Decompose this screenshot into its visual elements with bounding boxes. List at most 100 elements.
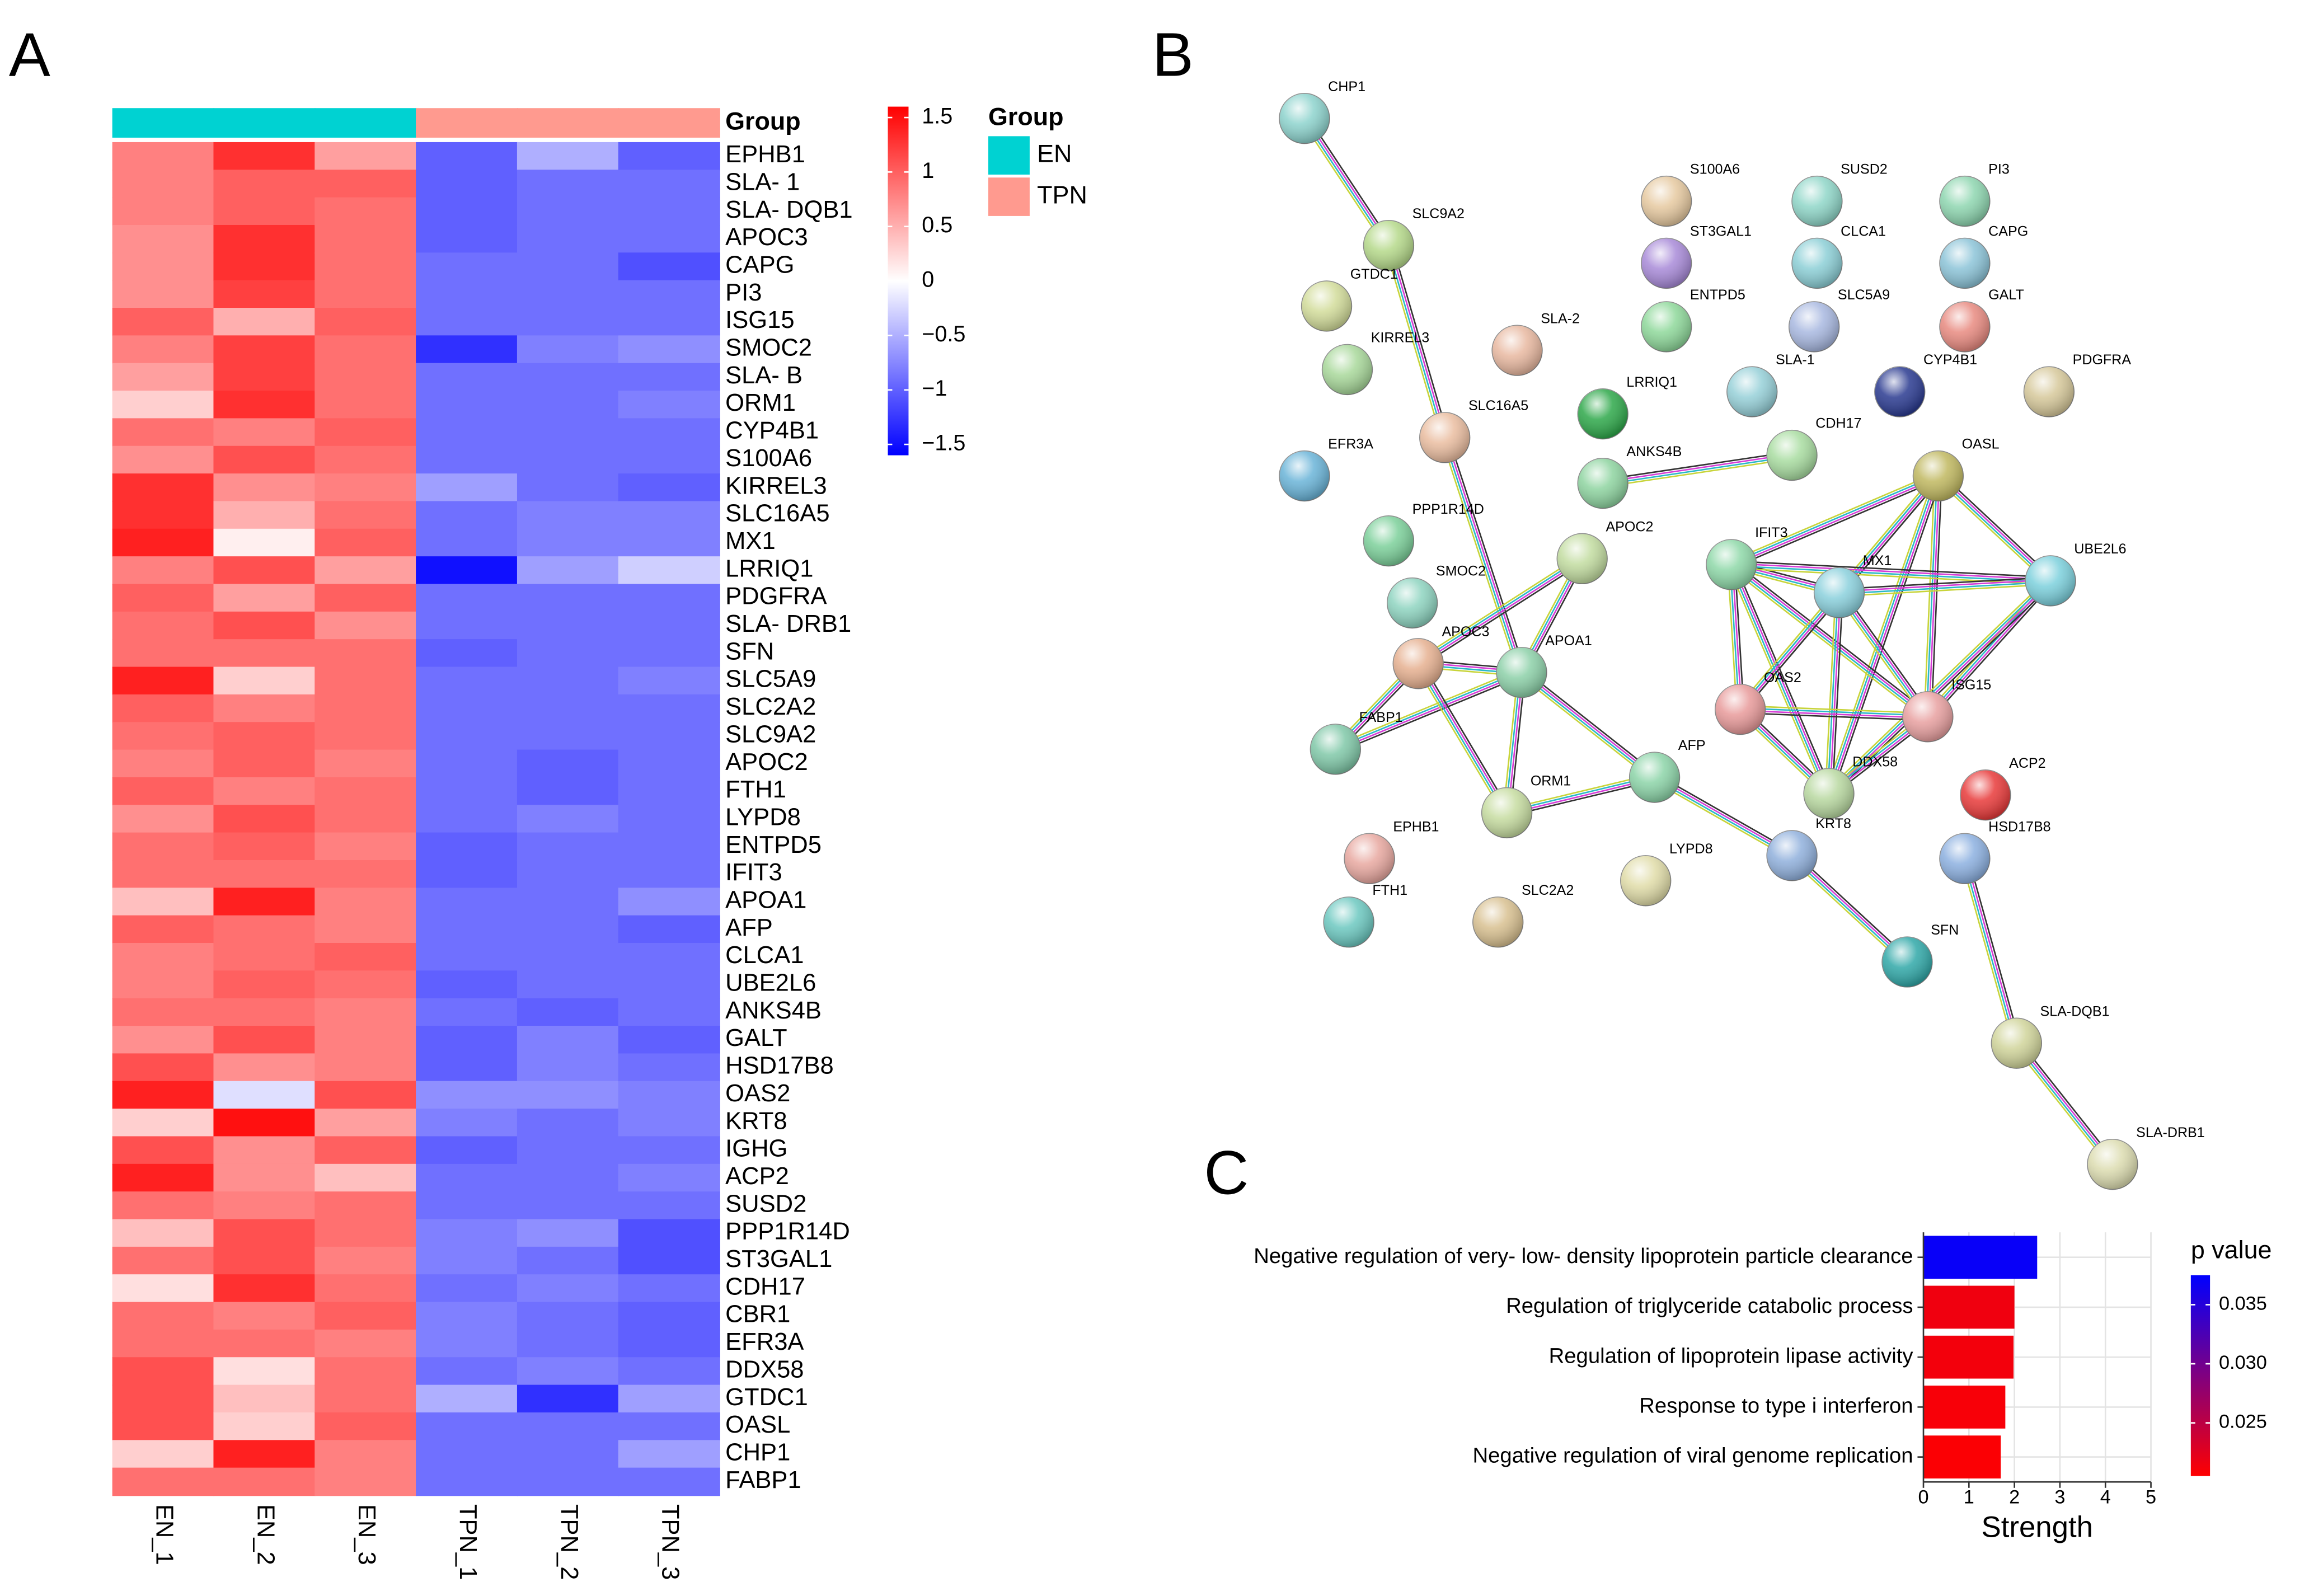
heatmap-cell (213, 1357, 316, 1386)
heatmap-cell (315, 335, 417, 364)
heatmap-cell (112, 722, 214, 750)
node-shine (1492, 325, 1542, 376)
edge (1790, 856, 1907, 964)
heatmap-cell (315, 280, 417, 309)
node-shine (1991, 1018, 2042, 1069)
node-label: SLA-2 (1541, 311, 1580, 326)
row-label: ANKS4B (725, 997, 822, 1024)
node-label: SLC16A5 (1468, 398, 1528, 414)
heatmap-cell (213, 970, 316, 999)
y-tick-label: Response to type i interferon (1639, 1393, 1913, 1417)
node-shine (1641, 238, 1692, 289)
heatmap-cell (213, 556, 316, 585)
edge (1926, 476, 1938, 717)
bar (1923, 1435, 2001, 1478)
heatmap-cell (315, 501, 417, 530)
row-label: EPHB1 (725, 141, 805, 168)
heatmap-cell (416, 1109, 518, 1137)
heatmap-cell (618, 666, 720, 696)
heatmap-cell (416, 1053, 518, 1082)
node-shine (1715, 684, 1766, 735)
row-label: SFN (725, 638, 774, 665)
group-bar (618, 108, 720, 138)
row-label: FABP1 (725, 1467, 801, 1494)
heatmap-cell (517, 1163, 620, 1193)
row-label: CDH17 (725, 1273, 805, 1300)
heatmap-cell (618, 445, 720, 475)
heatmap-cell (315, 1109, 417, 1137)
heatmap-cell (213, 805, 316, 833)
edge (1733, 561, 1931, 715)
heatmap-cell (213, 694, 316, 723)
edge (1938, 475, 2052, 581)
heatmap-cell (517, 722, 620, 750)
edge (2019, 1040, 2116, 1163)
heatmap-cell (112, 1440, 214, 1468)
node-label: CAPG (1988, 224, 2028, 240)
heatmap-cell (416, 666, 518, 696)
heatmap-cell (517, 528, 620, 557)
group-bar (416, 108, 518, 138)
heatmap-cell (112, 1412, 214, 1441)
heatmap-cell (416, 777, 518, 806)
heatmap-cell (315, 1219, 417, 1248)
heatmap-cell (213, 584, 316, 613)
heatmap-cell (416, 445, 518, 475)
node-label: PI3 (1988, 162, 2010, 177)
node-label: LYPD8 (1669, 841, 1713, 857)
edge (1729, 472, 1937, 562)
node-shine (1767, 430, 1817, 481)
edge (1418, 559, 1584, 665)
heatmap-cell (416, 970, 518, 999)
heatmap-cell (315, 777, 417, 806)
node-shine (1324, 896, 1374, 947)
heatmap-cell (213, 252, 316, 281)
edge (1731, 562, 2051, 581)
row-label: KRT8 (725, 1107, 787, 1134)
node-shine (1310, 724, 1361, 774)
row-label: AFP (725, 914, 773, 941)
edge (1445, 436, 1524, 673)
heatmap-cell (416, 998, 518, 1027)
row-label: PI3 (725, 279, 762, 306)
heatmap-cell (416, 1026, 518, 1054)
heatmap-cell (112, 584, 214, 613)
heatmap-cell (315, 943, 417, 971)
heatmap-cell (618, 832, 720, 861)
node-label: PDGFRA (2073, 352, 2132, 368)
heatmap-cell (517, 224, 620, 254)
heatmap-cell (315, 832, 417, 861)
heatmap-cell (213, 998, 316, 1027)
edge (1440, 438, 1519, 674)
row-label: GALT (725, 1025, 787, 1052)
edge (1967, 857, 2021, 1043)
edge (1447, 436, 1526, 672)
node-shine (1940, 302, 1990, 352)
edge (1829, 476, 1940, 795)
edge (1829, 593, 1841, 794)
heatmap-cell (517, 335, 620, 364)
heatmap-cell (416, 280, 518, 309)
heatmap-cell (618, 998, 720, 1027)
heatmap-cell (315, 749, 417, 778)
heatmap-cell (416, 1081, 518, 1110)
row-label: SLA- DRB1 (725, 611, 851, 637)
node-label: ENTPD5 (1690, 287, 1745, 303)
heatmap-cell (213, 832, 316, 861)
heatmap-cell (517, 1357, 620, 1386)
heatmap-cell (517, 197, 620, 226)
heatmap-cell (315, 1467, 417, 1496)
heatmap-cell (517, 1384, 620, 1414)
heatmap-cell (416, 1191, 518, 1220)
heatmap-cell (213, 473, 316, 502)
heatmap-cell (112, 335, 214, 364)
edge (1928, 476, 1940, 717)
heatmap-cell (618, 1384, 720, 1414)
node-shine (1387, 578, 1438, 628)
y-tick-label: Negative regulation of viral genome repl… (1473, 1444, 1913, 1468)
heatmap-cell (618, 528, 720, 557)
edge (1385, 246, 1442, 439)
node-shine (1641, 176, 1692, 227)
heatmap-cell (618, 418, 720, 447)
node-shine (1767, 830, 1817, 881)
